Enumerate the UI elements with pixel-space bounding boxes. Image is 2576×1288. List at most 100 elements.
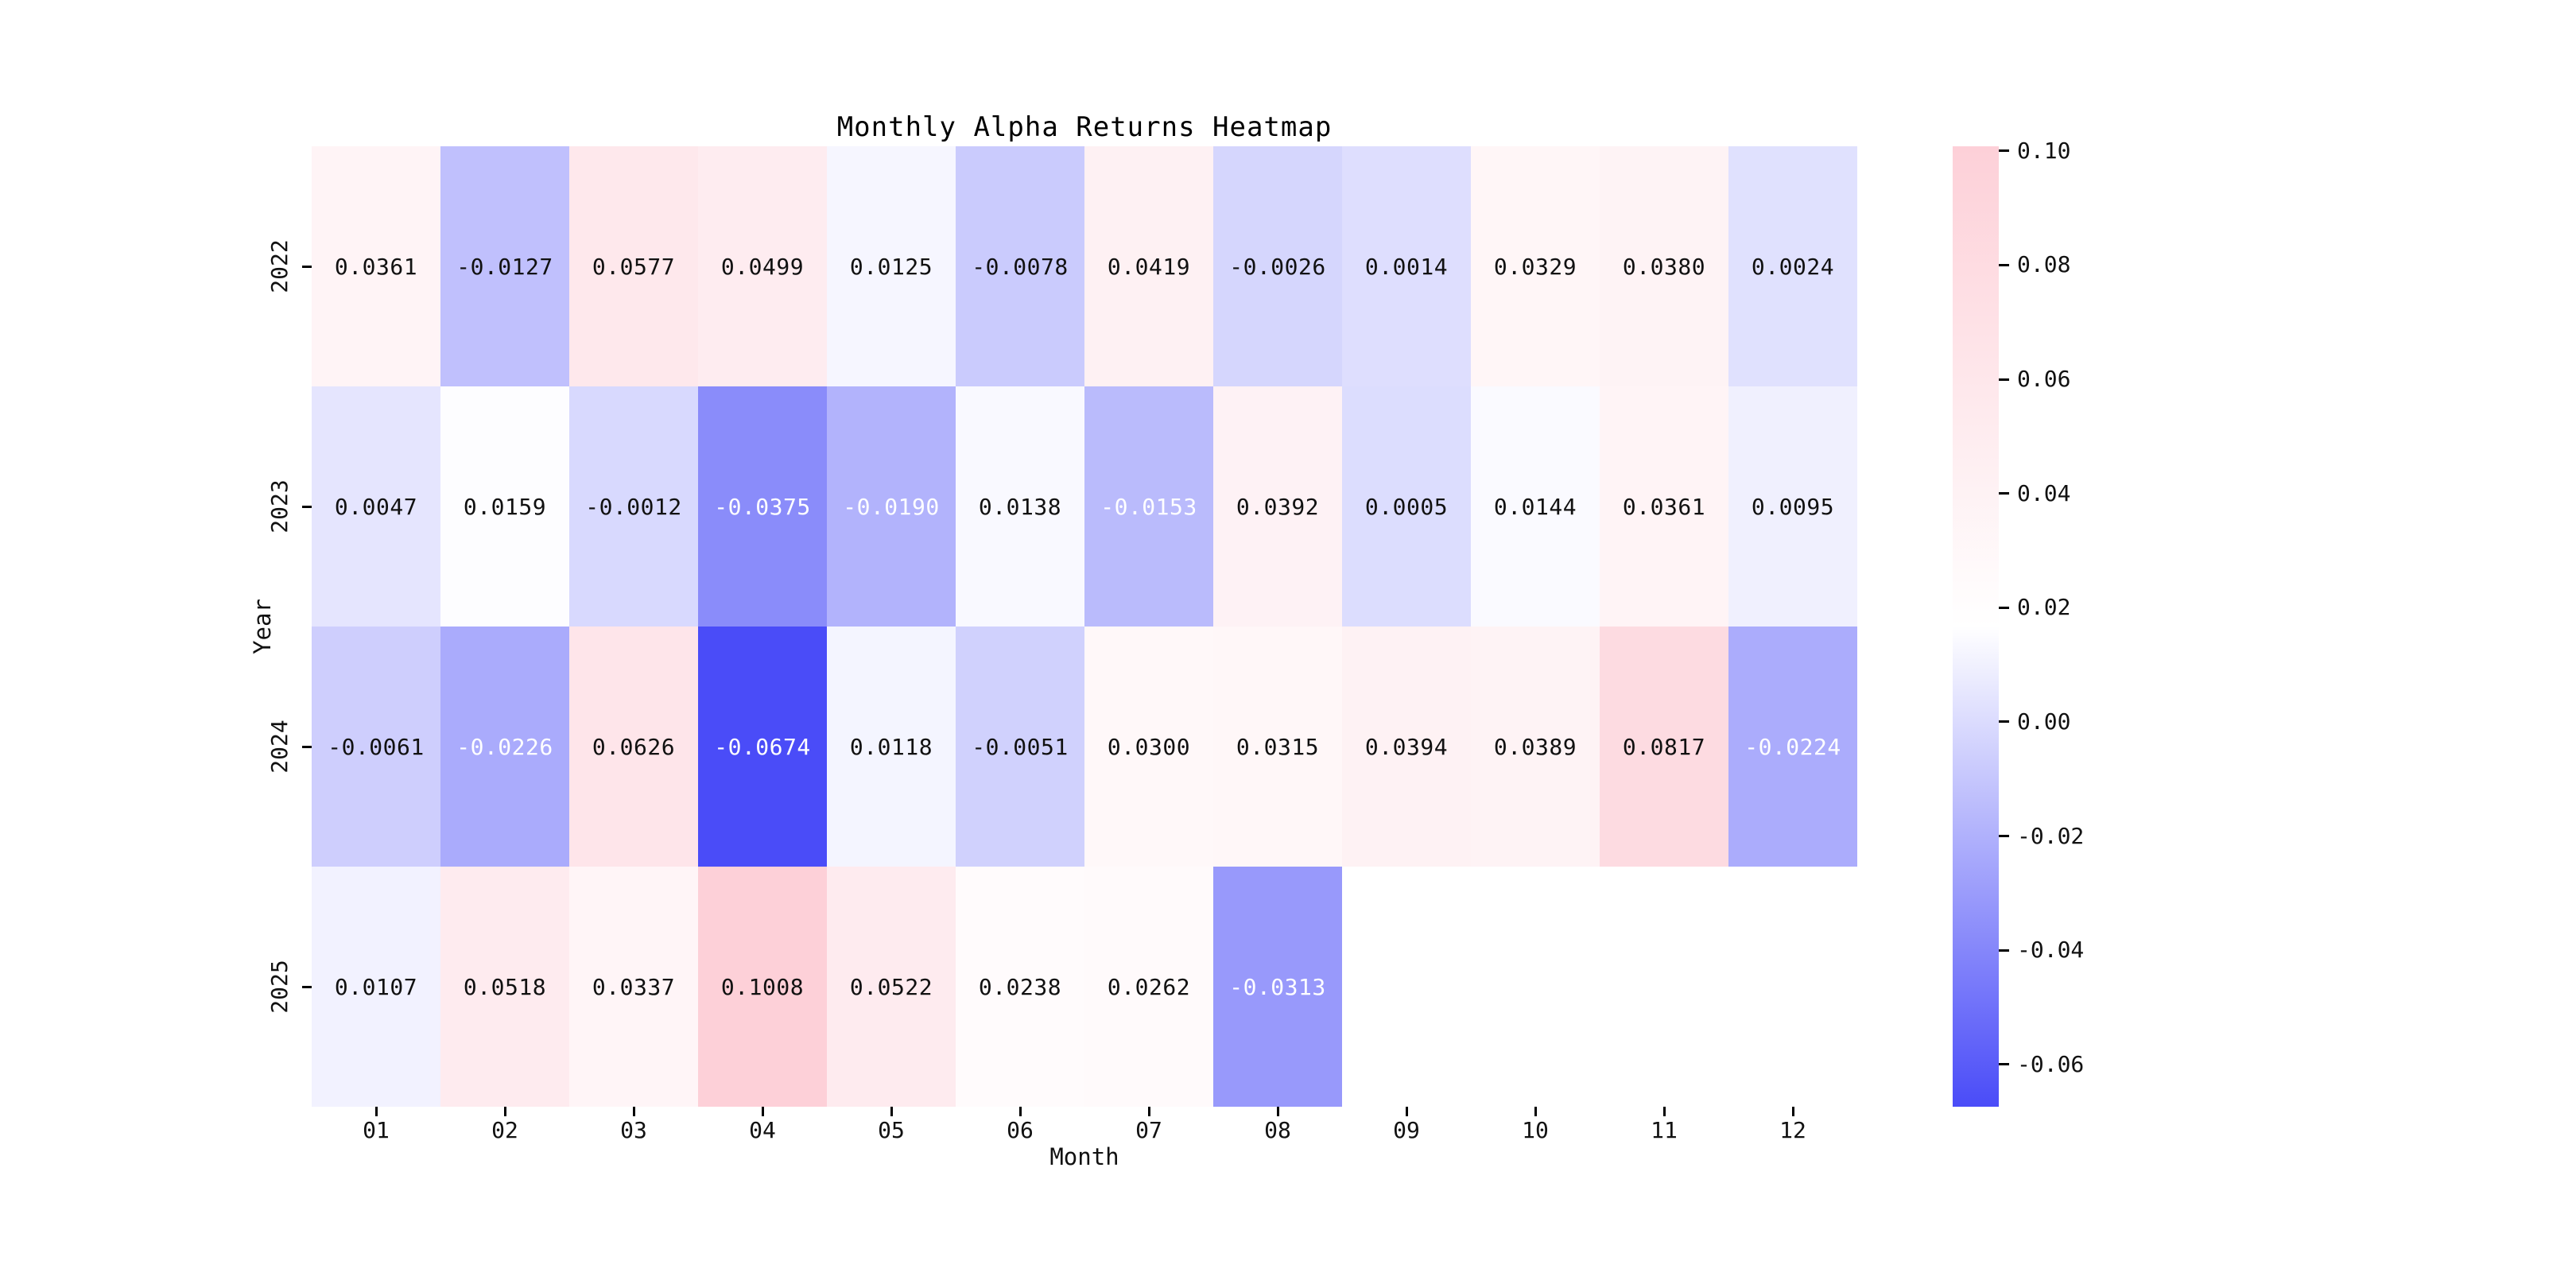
heatmap-cell-2025-01: 0.0107: [312, 867, 440, 1107]
colorbar-tick-label-0.06: 0.06: [2017, 366, 2071, 393]
x-tick-mark-05: [890, 1107, 893, 1116]
x-tick-mark-08: [1276, 1107, 1279, 1116]
heatmap-cell-2024-11: 0.0817: [1600, 627, 1728, 867]
heatmap-cell-2022-04: 0.0499: [698, 146, 827, 386]
heatmap-cell-2025-05: 0.0522: [827, 867, 956, 1107]
heatmap-cell-2022-06: -0.0078: [956, 146, 1084, 386]
y-tick-mark-2024: [302, 745, 312, 748]
heatmap-cell-2022-11: 0.0380: [1600, 146, 1728, 386]
x-tick-label-03: 03: [620, 1117, 647, 1143]
heatmap-cell-2024-05: 0.0118: [827, 627, 956, 867]
heatmap-cell-2024-08: 0.0315: [1213, 627, 1342, 867]
heatmap-cell-2023-08: 0.0392: [1213, 386, 1342, 627]
colorbar-tick-mark--0.02: [1999, 835, 2009, 838]
heatmap-cell-2024-12: -0.0224: [1728, 627, 1857, 867]
heatmap-cell-2025-07: 0.0262: [1084, 867, 1213, 1107]
colorbar-tick-mark-0.02: [1999, 606, 2009, 609]
heatmap-cell-2024-02: -0.0226: [440, 627, 569, 867]
x-tick-mark-07: [1147, 1107, 1150, 1116]
heatmap-cell-2022-03: 0.0577: [569, 146, 698, 386]
heatmap-cell-2024-06: -0.0051: [956, 627, 1084, 867]
colorbar-tick-mark-0.00: [1999, 720, 2009, 724]
x-tick-mark-06: [1018, 1107, 1022, 1116]
heatmap-cell-2023-06: 0.0138: [956, 386, 1084, 627]
x-tick-label-12: 12: [1779, 1117, 1806, 1143]
heatmap-cell-2022-08: -0.0026: [1213, 146, 1342, 386]
chart-title: Monthly Alpha Returns Heatmap: [836, 111, 1333, 143]
heatmap-cell-2022-01: 0.0361: [312, 146, 440, 386]
heatmap-cell-2022-07: 0.0419: [1084, 146, 1213, 386]
heatmap-cell-2023-04: -0.0375: [698, 386, 827, 627]
heatmap-cell-2023-09: 0.0005: [1342, 386, 1471, 627]
heatmap-cell-2022-02: -0.0127: [440, 146, 569, 386]
x-tick-mark-04: [761, 1107, 764, 1116]
y-axis-label: Year: [249, 599, 276, 654]
colorbar-tick-label--0.02: -0.02: [2017, 822, 2085, 849]
heatmap-cell-2024-09: 0.0394: [1342, 627, 1471, 867]
heatmap-cell-2024-04: -0.0674: [698, 627, 827, 867]
colorbar-tick-label-0.02: 0.02: [2017, 594, 2071, 621]
y-tick-mark-2025: [302, 985, 312, 988]
heatmap-cell-2025-03: 0.0337: [569, 867, 698, 1107]
x-tick-label-04: 04: [749, 1117, 776, 1143]
colorbar-tick-mark--0.06: [1999, 1063, 2009, 1066]
x-tick-mark-10: [1534, 1107, 1537, 1116]
heatmap-cell-2023-11: 0.0361: [1600, 386, 1728, 627]
x-tick-label-01: 01: [363, 1117, 390, 1143]
x-tick-label-09: 09: [1393, 1117, 1420, 1143]
colorbar-tick-label--0.06: -0.06: [2017, 1050, 2085, 1077]
x-tick-mark-02: [503, 1107, 506, 1116]
x-tick-label-02: 02: [491, 1117, 518, 1143]
y-tick-label-2024: 2024: [266, 720, 293, 774]
colorbar-tick-label-0.04: 0.04: [2017, 479, 2071, 506]
heatmap-cell-2025-02: 0.0518: [440, 867, 569, 1107]
x-tick-mark-03: [632, 1107, 635, 1116]
colorbar-tick-label--0.04: -0.04: [2017, 937, 2085, 964]
colorbar-tick-label-0.08: 0.08: [2017, 251, 2071, 278]
colorbar-tick-mark--0.04: [1999, 949, 2009, 952]
x-tick-mark-01: [374, 1107, 378, 1116]
x-tick-label-07: 07: [1135, 1117, 1162, 1143]
x-tick-mark-12: [1791, 1107, 1794, 1116]
heatmap-cell-2022-09: 0.0014: [1342, 146, 1471, 386]
heatmap-cell-2025-04: 0.1008: [698, 867, 827, 1107]
heatmap-cell-2024-10: 0.0389: [1471, 627, 1600, 867]
x-tick-label-08: 08: [1264, 1117, 1291, 1143]
heatmap-cell-2024-01: -0.0061: [312, 627, 440, 867]
heatmap-cell-2022-10: 0.0329: [1471, 146, 1600, 386]
heatmap-cell-2025-06: 0.0238: [956, 867, 1084, 1107]
colorbar-tick-mark-0.06: [1999, 378, 2009, 381]
heatmap-cell-2024-03: 0.0626: [569, 627, 698, 867]
heatmap-cell-2023-07: -0.0153: [1084, 386, 1213, 627]
y-tick-mark-2023: [302, 505, 312, 508]
colorbar: [1953, 146, 1999, 1107]
x-tick-label-06: 06: [1007, 1117, 1034, 1143]
x-axis-label: Month: [1049, 1143, 1119, 1170]
heatmap-plot: 0.0361 -0.0127 0.0577 0.0499 0.0125 -0.0078 0.…: [312, 146, 1857, 1107]
y-tick-label-2022: 2022: [266, 239, 293, 293]
x-tick-mark-11: [1662, 1107, 1666, 1116]
heatmap-cell-2022-12: 0.0024: [1728, 146, 1857, 386]
y-tick-label-2025: 2025: [266, 960, 293, 1014]
heatmap-cell-2023-10: 0.0144: [1471, 386, 1600, 627]
x-tick-label-11: 11: [1651, 1117, 1678, 1143]
x-tick-label-10: 10: [1522, 1117, 1549, 1143]
heatmap-cell-2025-08: -0.0313: [1213, 867, 1342, 1107]
heatmap-cell-2022-05: 0.0125: [827, 146, 956, 386]
x-tick-mark-09: [1405, 1107, 1408, 1116]
heatmap-cell-2024-07: 0.0300: [1084, 627, 1213, 867]
colorbar-tick-label-0.10: 0.10: [2017, 137, 2071, 164]
heatmap-cell-2023-12: 0.0095: [1728, 386, 1857, 627]
colorbar-tick-mark-0.10: [1999, 149, 2009, 153]
heatmap-cell-2023-05: -0.0190: [827, 386, 956, 627]
x-tick-label-05: 05: [878, 1117, 905, 1143]
heatmap-cell-2023-02: 0.0159: [440, 386, 569, 627]
colorbar-tick-mark-0.04: [1999, 492, 2009, 495]
y-tick-mark-2022: [302, 265, 312, 268]
heatmap-cell-2023-03: -0.0012: [569, 386, 698, 627]
colorbar-tick-label-0.00: 0.00: [2017, 708, 2071, 735]
y-tick-label-2023: 2023: [266, 479, 293, 533]
heatmap-cell-2023-01: 0.0047: [312, 386, 440, 627]
colorbar-tick-mark-0.08: [1999, 263, 2009, 266]
